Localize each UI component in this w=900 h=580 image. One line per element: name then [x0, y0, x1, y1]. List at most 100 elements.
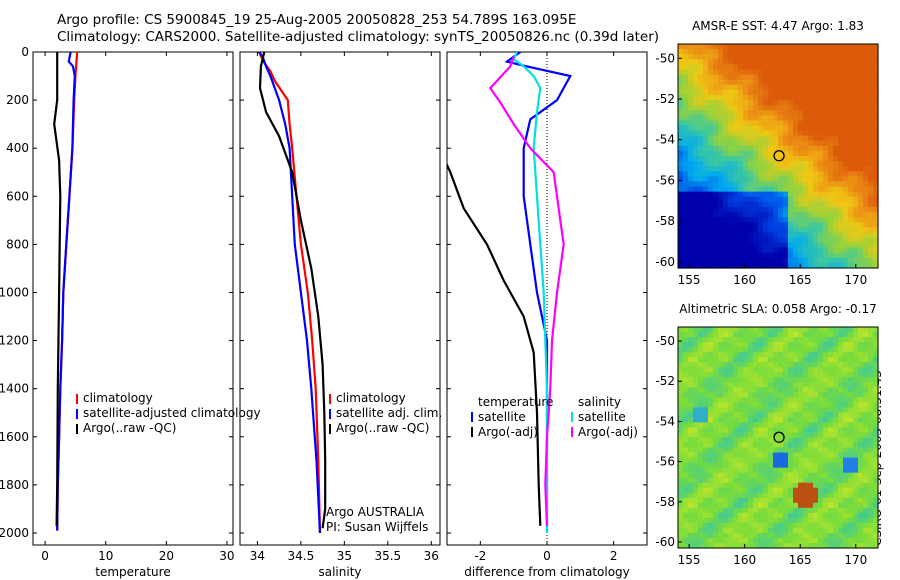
map-cell [808, 467, 814, 474]
map-cell [788, 201, 794, 208]
map-cell [848, 327, 854, 333]
map-cell [703, 532, 709, 539]
map-cell [828, 452, 834, 459]
map-cell [713, 44, 719, 50]
map-cell [853, 342, 859, 348]
map-cell [818, 212, 824, 218]
map-cell [703, 54, 709, 60]
map-cell [753, 145, 759, 152]
map-cell [753, 222, 759, 228]
map-cell [768, 69, 774, 76]
map-cell [823, 507, 829, 514]
map-cell [873, 125, 879, 132]
map-cell [838, 507, 844, 514]
map-cell [693, 171, 699, 177]
map-cell [718, 49, 724, 55]
map-cell [683, 257, 689, 264]
map-cell [858, 372, 864, 378]
map-cell [788, 447, 794, 454]
map-cell [723, 477, 729, 484]
map-cell [778, 232, 784, 239]
map-cell [763, 342, 769, 348]
map-cell [813, 487, 819, 494]
map-cell [823, 140, 829, 147]
map-cell [768, 427, 774, 434]
map-cell [778, 237, 784, 244]
map-cell [748, 387, 754, 393]
map-cell [778, 347, 784, 353]
map-cell [723, 387, 729, 393]
map-cell [718, 452, 724, 459]
map-cell [753, 542, 759, 549]
map-cell [868, 382, 874, 388]
map-cell [873, 176, 879, 183]
map-cell [713, 201, 719, 208]
map-cell [818, 237, 824, 244]
map-cell [873, 94, 879, 101]
map-cell [693, 347, 699, 353]
map-cell [793, 447, 799, 454]
map-cell [678, 527, 684, 534]
map-cell [823, 59, 829, 65]
map-cell [798, 206, 804, 213]
map-cell [683, 59, 689, 65]
map-cell [838, 377, 844, 383]
map-cell [858, 452, 864, 459]
map-cell [793, 522, 799, 529]
map-cell [843, 54, 849, 60]
map-cell [678, 145, 684, 152]
map-cell [818, 357, 824, 363]
map-cell [678, 64, 684, 71]
map-cell [698, 125, 704, 132]
map-cell [853, 237, 859, 244]
map-cell [853, 186, 859, 193]
map-cell [723, 44, 729, 50]
map-cell [703, 382, 709, 388]
map-cell [738, 54, 744, 60]
map-cell [868, 522, 874, 529]
map-cell [678, 347, 684, 353]
map-cell [813, 517, 819, 524]
map-cell [693, 262, 699, 269]
map-cell [863, 232, 869, 239]
map-cell [733, 145, 739, 152]
map-cell [763, 382, 769, 388]
map-cell [833, 242, 839, 249]
map-cell [813, 407, 819, 413]
map-cell [793, 357, 799, 363]
map-frame [677, 326, 879, 549]
map-cell [873, 191, 879, 198]
map-cell [838, 100, 844, 106]
map-cell [803, 367, 809, 373]
map-cell [838, 357, 844, 363]
map-cell [813, 125, 819, 132]
map-cell [863, 387, 869, 393]
map-cell [778, 407, 784, 413]
map-cell [728, 247, 734, 254]
map-cell [803, 161, 809, 167]
map-cell [858, 100, 864, 106]
map-cell [858, 196, 864, 203]
map-cell [788, 422, 794, 429]
map-cell [688, 125, 694, 132]
map-cell [873, 222, 879, 228]
map-cell [768, 140, 774, 147]
map-cell [693, 397, 699, 403]
map-y-tick-label: -56 [655, 173, 675, 187]
map-cell [718, 110, 724, 116]
map-cell [788, 437, 794, 444]
map-cell [808, 472, 814, 479]
map-cell [693, 327, 699, 333]
map-cell [853, 387, 859, 393]
map-cell [803, 527, 809, 534]
map-cell [738, 467, 744, 474]
map-cell [698, 161, 704, 167]
map-cell [848, 49, 854, 55]
map-cell [818, 352, 824, 358]
map-cell [723, 522, 729, 529]
map-cell [813, 212, 819, 218]
map-cell [678, 407, 684, 413]
map-cell [753, 232, 759, 239]
map-cell [833, 222, 839, 228]
map-cell [793, 257, 799, 264]
